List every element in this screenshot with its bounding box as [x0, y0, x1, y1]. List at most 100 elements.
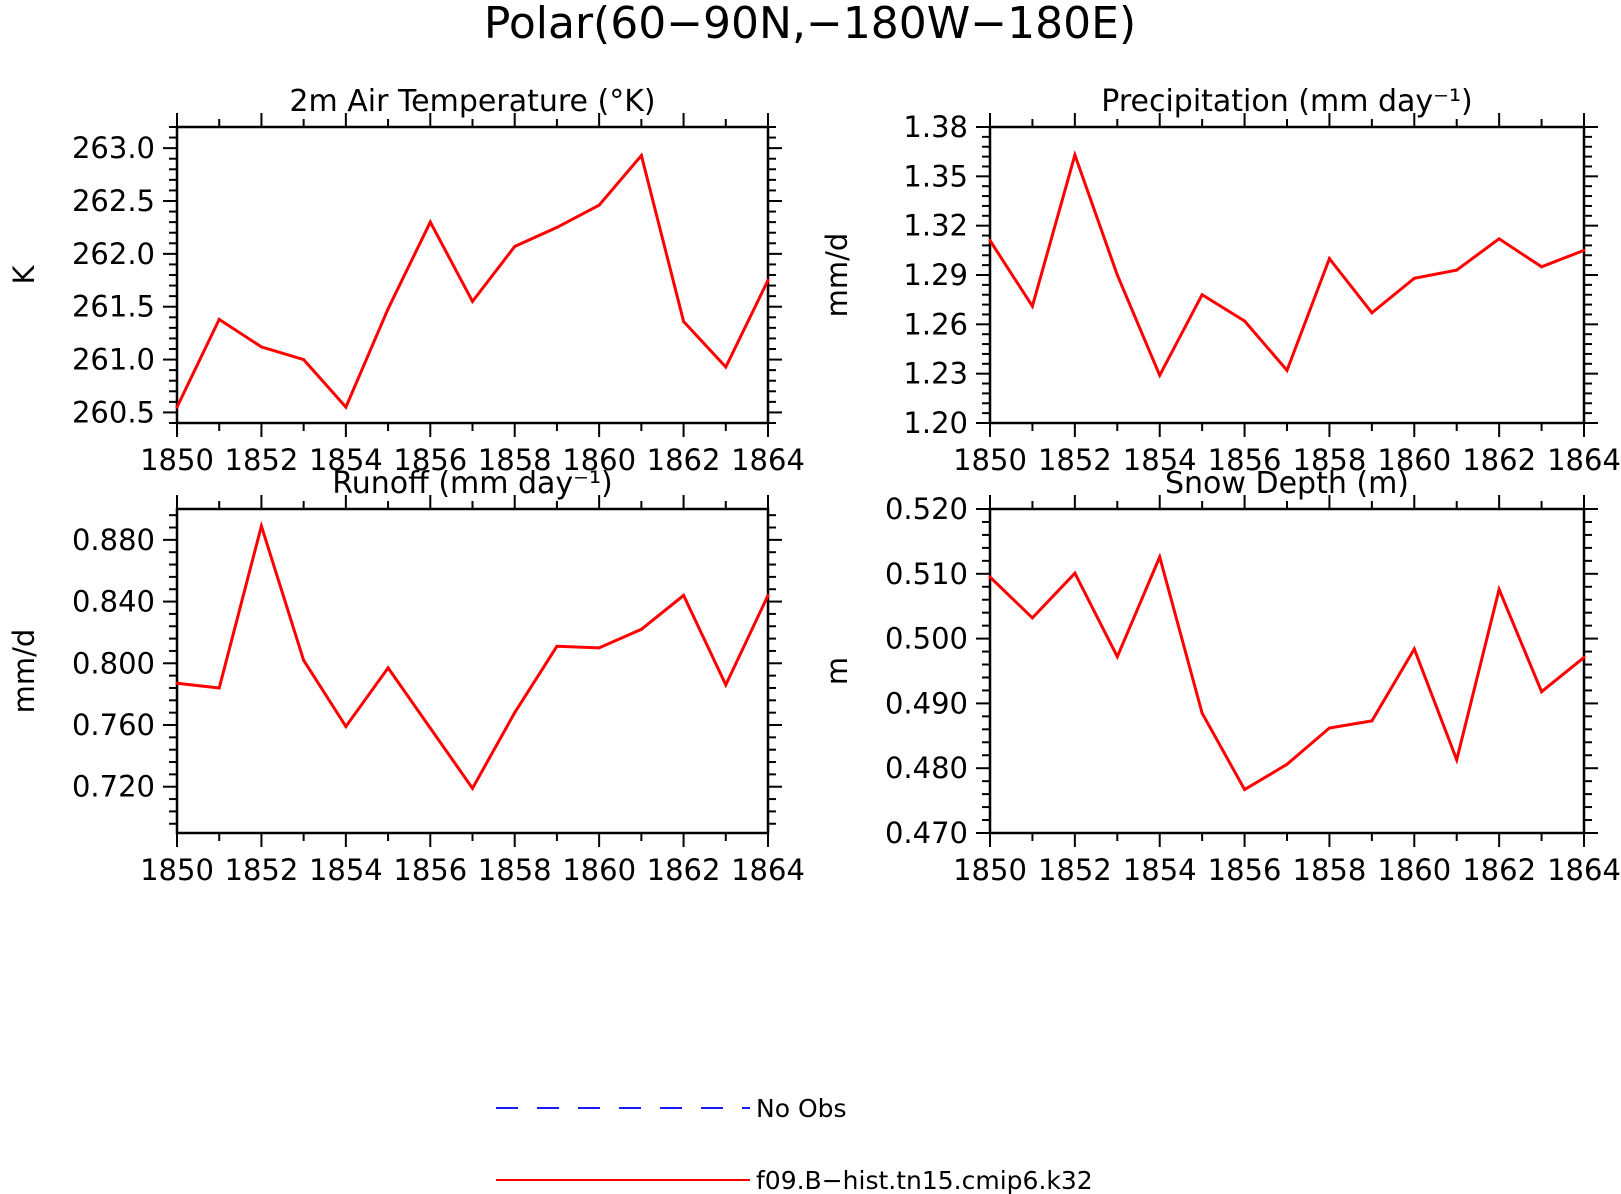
panels: 2m Air Temperature (°K) K 1850 1852 1854 1856… — [7, 84, 1621, 887]
x-tick-label: 1864 — [1547, 443, 1621, 477]
series-line — [988, 552, 1585, 792]
legend: No Obs f09.B−hist.tn15.cmip6.k32 — [496, 1094, 1093, 1194]
data-point — [1455, 758, 1459, 762]
data-point — [1497, 587, 1501, 591]
x-tick-label: 1858 — [478, 443, 552, 477]
data-point — [513, 711, 517, 715]
data-point — [1540, 265, 1544, 269]
x-tick-label: 1850 — [953, 443, 1027, 477]
data-point — [724, 683, 728, 687]
data-point — [1158, 555, 1162, 559]
data-point — [259, 524, 263, 528]
x-tick-label: 1858 — [1293, 443, 1367, 477]
x-tick-label: 1850 — [953, 853, 1027, 887]
x-tick-label: 1852 — [1038, 853, 1112, 887]
data-point — [1582, 248, 1586, 252]
series-line — [988, 150, 1585, 379]
data-point — [988, 575, 992, 579]
data-point — [724, 365, 728, 369]
x-tick-label: 1850 — [140, 443, 214, 477]
plot-frame — [175, 507, 770, 835]
data-point — [175, 405, 179, 409]
panel-snow-depth: Snow Depth (m) m 1850 1852 1854 1856 1858 1860 1… — [820, 466, 1621, 887]
x-tick-label: 1860 — [562, 853, 636, 887]
data-point — [386, 666, 390, 670]
panel-runoff: Runoff (mm day⁻¹) mm/d 1850 1852 1854 1856 185… — [7, 466, 805, 887]
data-point — [428, 220, 432, 224]
data-point — [1327, 257, 1331, 261]
x-tick-label: 1852 — [225, 853, 299, 887]
plot-frame — [175, 125, 770, 425]
data-point — [1582, 655, 1586, 659]
data-point — [1285, 368, 1289, 372]
x-tick-label: 1856 — [1208, 443, 1282, 477]
y-axis-label: m — [820, 657, 854, 685]
x-tick-label: 1860 — [562, 443, 636, 477]
data-point — [1158, 373, 1162, 377]
x-tick-label: 1854 — [309, 853, 383, 887]
y-axis-label: mm/d — [820, 233, 854, 318]
y-tick-label: 1.29 — [903, 258, 968, 292]
panel-title: Precipitation (mm day⁻¹) — [1101, 84, 1472, 119]
data-point — [302, 358, 306, 362]
data-point — [1030, 616, 1034, 620]
data-point — [555, 644, 559, 648]
y-tick-label: 0.470 — [885, 816, 968, 850]
x-tick-label: 1860 — [1377, 853, 1451, 887]
y-axis-label: K — [7, 265, 41, 285]
x-tick-label: 1852 — [225, 443, 299, 477]
data-point — [1200, 293, 1204, 297]
x-tick-label: 1856 — [393, 443, 467, 477]
y-tick-label: 1.38 — [903, 110, 968, 144]
data-point — [217, 317, 221, 321]
data-point — [344, 725, 348, 729]
x-tick-label: 1862 — [647, 443, 721, 477]
data-point — [555, 225, 559, 229]
panel-temperature: 2m Air Temperature (°K) K 1850 1852 1854 1856… — [7, 84, 805, 477]
x-tick-label: 1850 — [140, 853, 214, 887]
y-tick-label: 0.480 — [885, 751, 968, 785]
x-tick-label: 1852 — [1038, 443, 1112, 477]
data-point — [386, 307, 390, 311]
panel-precipitation: Precipitation (mm day⁻¹) mm/d 1850 1852 1854… — [820, 84, 1621, 477]
data-point — [639, 627, 643, 631]
data-point — [428, 726, 432, 730]
y-tick-label: 263.0 — [72, 131, 155, 165]
plot-frame — [988, 507, 1586, 835]
data-point — [1243, 319, 1247, 323]
y-tick-label: 261.5 — [72, 290, 155, 324]
data-point — [471, 786, 474, 790]
x-tick-label: 1862 — [1462, 443, 1536, 477]
plot-frame — [988, 125, 1586, 425]
panel-title: Runoff (mm day⁻¹) — [332, 466, 613, 501]
data-point — [766, 278, 770, 282]
data-point — [597, 646, 601, 650]
data-point — [682, 320, 686, 324]
y-tick-label: 1.26 — [903, 307, 968, 341]
x-tick-label: 1854 — [309, 443, 383, 477]
x-tick-label: 1864 — [731, 443, 805, 477]
data-point — [1115, 655, 1119, 659]
y-tick-label: 261.0 — [72, 343, 155, 377]
y-tick-label: 262.5 — [72, 184, 155, 218]
data-point — [1200, 711, 1204, 715]
legend-label-model: f09.B−hist.tn15.cmip6.k32 — [756, 1166, 1093, 1194]
data-point — [1540, 690, 1544, 694]
x-tick-label: 1858 — [478, 853, 552, 887]
y-tick-label: 1.20 — [903, 406, 968, 440]
data-point — [1285, 762, 1289, 766]
y-tick-label: 1.32 — [903, 209, 968, 243]
data-point — [988, 238, 992, 242]
data-point — [1115, 273, 1119, 277]
data-point — [1455, 268, 1459, 272]
y-tick-label: 0.510 — [885, 557, 968, 591]
data-point — [1073, 571, 1077, 575]
data-point — [217, 686, 221, 690]
y-axis-label: mm/d — [7, 629, 41, 714]
x-tick-label: 1858 — [1293, 853, 1367, 887]
y-tick-label: 262.0 — [72, 237, 155, 271]
x-tick-label: 1854 — [1123, 853, 1197, 887]
legend-label-no-obs: No Obs — [756, 1094, 847, 1123]
y-tick-label: 0.840 — [72, 585, 155, 619]
